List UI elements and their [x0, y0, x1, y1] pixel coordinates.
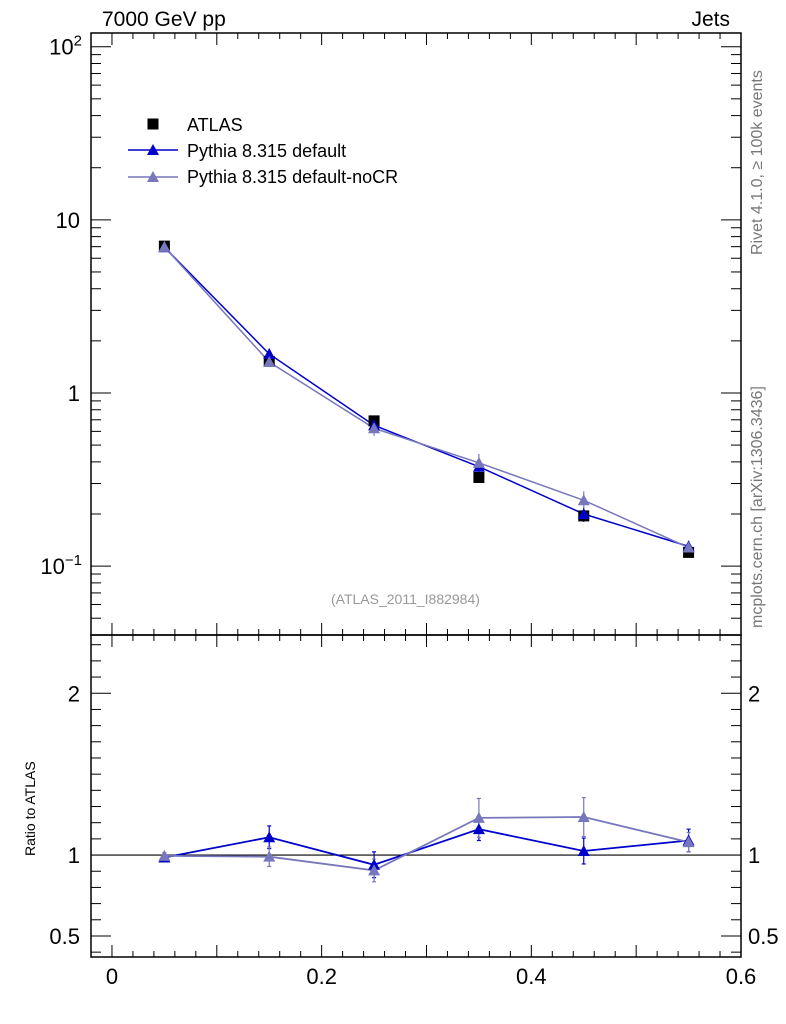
- nocr-data-point: [263, 355, 276, 367]
- ratio-default-point: [577, 845, 590, 857]
- y-tick-label: 10: [56, 208, 80, 233]
- x-tick-label: 0.4: [516, 964, 547, 989]
- nocr-data-point: [158, 240, 171, 252]
- x-tick-label: 0: [106, 964, 118, 989]
- y-tick-label: 10−1: [40, 552, 82, 579]
- ratio-y-tick-label: 0.5: [49, 924, 80, 949]
- ratio-default-point: [368, 858, 381, 870]
- ratio-nocr-point: [158, 849, 171, 861]
- nocr-data-point: [472, 456, 485, 468]
- ratio-plot-frame: [90, 634, 742, 958]
- ratio-nocr-point: [472, 811, 485, 823]
- ratio-y-tick-label-right: 2: [748, 681, 760, 706]
- nocr-data-point: [577, 494, 590, 506]
- ratio-nocr-point: [368, 864, 381, 876]
- legend-default-label: Pythia 8.315 default: [187, 141, 346, 161]
- atlas-data-point: [473, 471, 485, 483]
- ratio-y-tick-label-right: 0.5: [748, 924, 779, 949]
- legend-atlas-marker: [147, 118, 159, 130]
- ratio-default-point: [472, 823, 485, 835]
- nocr-data-point: [682, 541, 695, 553]
- y-tick-label: 102: [49, 33, 82, 60]
- main-series-line: [163, 246, 689, 548]
- ratio-nocr-point: [682, 836, 695, 848]
- nocr-data-point: [368, 422, 381, 434]
- x-tick-label: 0.6: [726, 964, 757, 989]
- x-tick-label: 0.2: [306, 964, 337, 989]
- header-right: Jets: [691, 8, 730, 31]
- analysis-reference: (ATLAS_2011_I882984): [331, 591, 480, 607]
- ratio-nocr-point: [263, 850, 276, 862]
- ratio-series-line: [164, 816, 689, 872]
- legend-default-marker: [147, 144, 159, 155]
- ratio-series-line: [164, 828, 689, 866]
- main-series-line: [163, 246, 689, 549]
- legend-nocr-marker: [147, 171, 159, 182]
- legend-nocr-label: Pythia 8.315 default-noCR: [187, 167, 398, 187]
- header-left: 7000 GeV pp: [102, 8, 226, 31]
- ratio-y-tick-label-right: 1: [748, 843, 760, 868]
- default-data-point: [263, 347, 276, 359]
- default-data-point: [577, 507, 590, 519]
- ratio-y-tick-label: 1: [68, 843, 80, 868]
- ratio-default-point: [263, 831, 276, 843]
- y-tick-label: 1: [68, 381, 80, 406]
- ratio-y-tick-label: 2: [68, 681, 80, 706]
- ratio-nocr-point: [577, 811, 590, 823]
- legend-atlas-label: ATLAS: [187, 115, 243, 135]
